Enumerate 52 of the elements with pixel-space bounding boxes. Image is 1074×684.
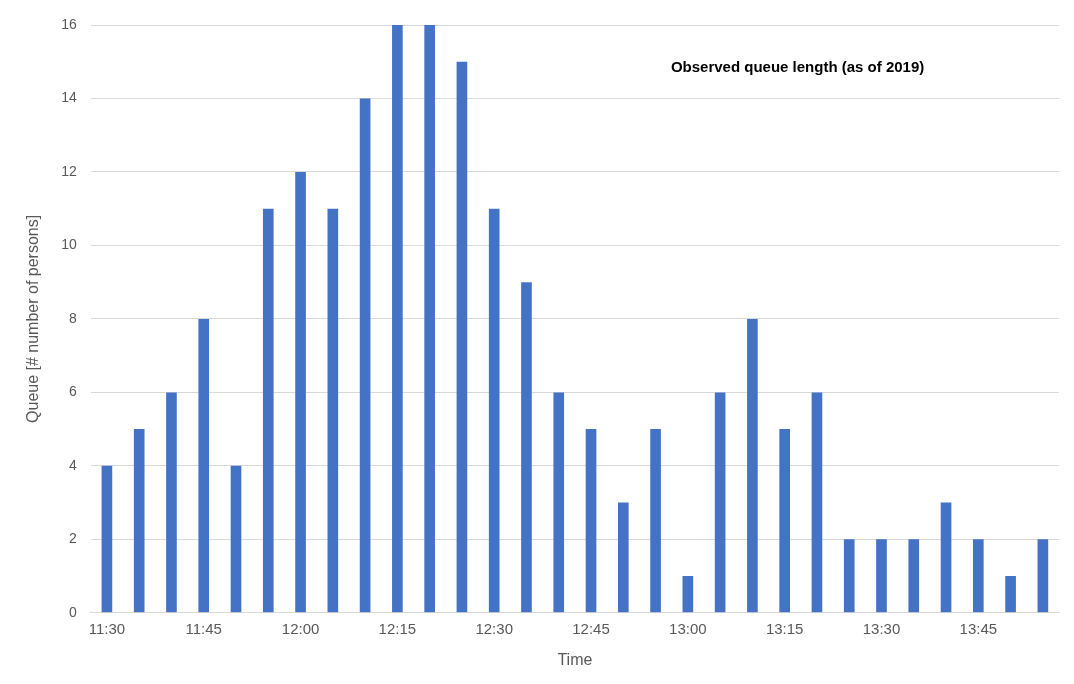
bar <box>650 429 661 613</box>
x-tick-label: 12:00 <box>281 619 320 637</box>
bar <box>359 98 371 613</box>
x-tick-label: 12:45 <box>572 619 610 637</box>
bar <box>908 539 920 613</box>
bar <box>779 429 790 613</box>
bar <box>456 61 468 613</box>
bar <box>327 208 339 613</box>
x-tick-label: 13:15 <box>765 619 804 637</box>
x-tick-label: 13:45 <box>959 619 998 637</box>
y-tick-label: 10 <box>61 236 77 253</box>
bar <box>230 465 242 613</box>
x-tick-label: 11:45 <box>185 619 222 637</box>
y-tick-label: 14 <box>61 89 77 106</box>
bar <box>843 539 855 613</box>
bar <box>424 25 435 613</box>
x-tick-label: 13:30 <box>862 619 901 637</box>
bar <box>585 429 597 613</box>
bar <box>198 318 210 613</box>
x-tick-label: 13:00 <box>669 619 707 637</box>
y-tick-label: 0 <box>68 603 77 620</box>
bar <box>811 392 823 613</box>
y-tick-label: 6 <box>68 383 77 400</box>
y-tick-label: 12 <box>61 162 77 179</box>
bar <box>940 502 952 613</box>
bar <box>101 465 113 613</box>
x-axis-title: Time <box>557 650 593 668</box>
bar <box>553 392 565 613</box>
bar <box>1037 539 1049 613</box>
bar <box>295 171 306 613</box>
bar <box>521 282 532 613</box>
x-tick-label: 12:15 <box>378 619 417 637</box>
text: Observed queue length (as of 2019) <box>670 58 925 76</box>
bar <box>166 392 177 613</box>
bar <box>682 576 694 613</box>
bar <box>617 502 629 613</box>
y-axis-title: Queue [# number of persons] <box>24 214 42 423</box>
x-tick-label: 12:30 <box>475 619 513 637</box>
bar <box>1005 576 1016 613</box>
y-tick-label: 4 <box>68 456 77 473</box>
bar <box>488 208 500 613</box>
bar <box>747 318 758 613</box>
y-tick-label: 2 <box>68 530 77 547</box>
bar <box>714 392 726 613</box>
bar <box>262 208 274 613</box>
x-tick-label: 11:30 <box>88 619 126 637</box>
bar <box>133 429 145 613</box>
y-tick-label: 16 <box>61 15 77 32</box>
y-tick-label: 8 <box>68 309 77 326</box>
bar <box>392 25 403 613</box>
bar <box>876 539 887 613</box>
bar <box>972 539 984 613</box>
